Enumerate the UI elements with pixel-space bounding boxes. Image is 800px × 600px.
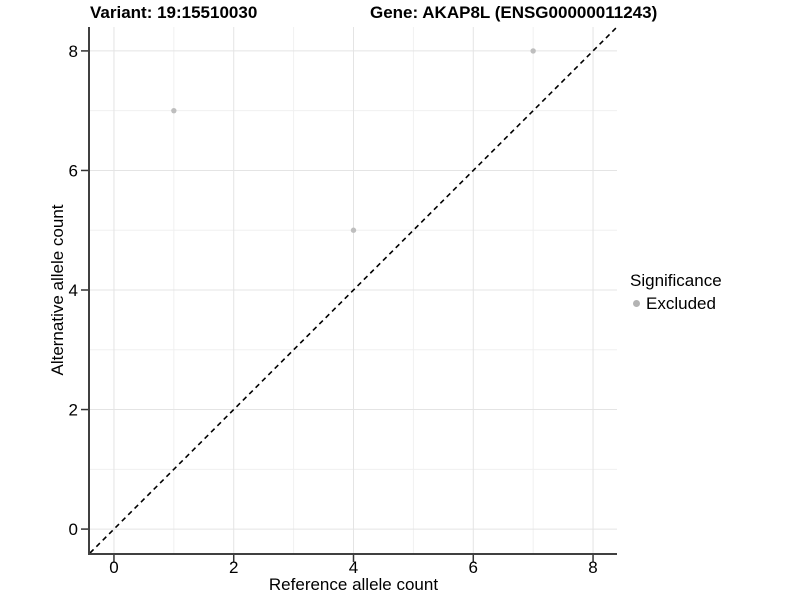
identity-line [89, 26, 618, 554]
x-tick-label: 4 [349, 558, 358, 577]
y-tick-label: 2 [69, 401, 78, 420]
y-axis-label: Alternative allele count [48, 204, 67, 376]
legend-title: Significance [630, 271, 722, 290]
y-tick-label: 0 [69, 520, 78, 539]
data-point [530, 48, 536, 54]
legend-item-label: Excluded [646, 294, 716, 313]
x-tick-label: 8 [588, 558, 597, 577]
legend-key-dot [633, 300, 640, 307]
y-tick-label: 4 [69, 281, 78, 300]
legend-item-excluded: Excluded [630, 294, 722, 313]
data-point [171, 107, 177, 114]
x-tick-label: 0 [109, 558, 118, 577]
legend: Significance Excluded [630, 271, 722, 313]
y-tick-label: 8 [69, 42, 78, 61]
x-tick-label: 2 [229, 558, 238, 577]
plot-title-gene: Gene: AKAP8L (ENSG00000011243) [370, 3, 658, 22]
x-axis-label: Reference allele count [268, 575, 439, 594]
x-tick-label: 6 [469, 558, 478, 577]
plot-title-variant: Variant: 19:15510030 [90, 3, 258, 22]
data-point [350, 227, 357, 233]
y-tick-label: 6 [69, 161, 78, 180]
